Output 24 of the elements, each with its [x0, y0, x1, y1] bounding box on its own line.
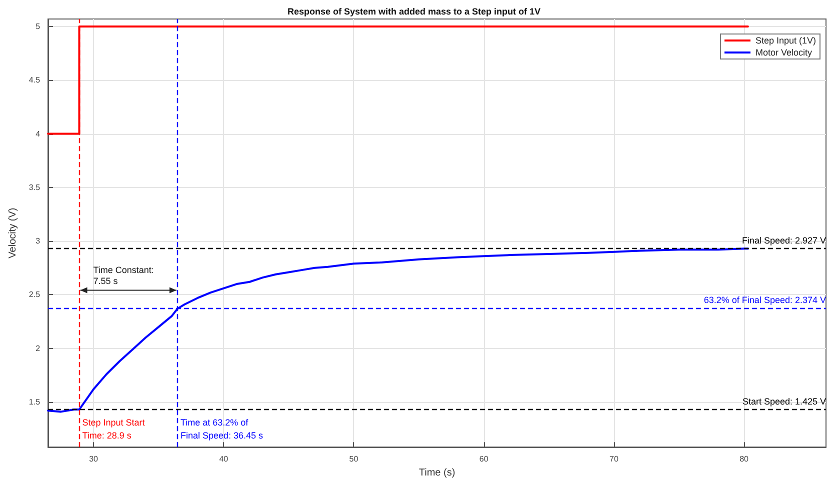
x-tick-label: 30 — [89, 454, 99, 464]
y-tick-label: 4 — [36, 129, 41, 138]
y-axis-title: Velocity (V) — [8, 208, 18, 258]
y-tick-label: 4.5 — [28, 76, 41, 85]
chart-title: Response of System with added mass to a Step input of 1V — [287, 6, 541, 16]
x-tick-label: 40 — [219, 454, 229, 464]
legend-label: Step Input (1V) — [755, 36, 816, 46]
x-tick-label: 60 — [479, 454, 489, 464]
ref-line-label: Step Input Start Time: 28.9 s — [82, 418, 146, 441]
y-tick-label: 2.5 — [28, 290, 41, 300]
x-tick-label: 70 — [609, 454, 619, 464]
ref-line-label: Start Speed: 1.425 V — [742, 396, 826, 407]
x-axis-title: Time (s) — [418, 468, 456, 478]
legend-label: Motor Velocity — [755, 48, 812, 58]
annotation: Time Constant: 7.55 s — [93, 264, 154, 286]
ref-line-label: Final Speed: 2.927 V — [742, 235, 826, 246]
x-tick-label: 80 — [740, 454, 750, 464]
x-tick-label: 50 — [349, 454, 359, 464]
y-tick-label: 1.5 — [28, 398, 41, 407]
y-tick-label: 3.5 — [28, 182, 41, 192]
y-tick-label: 3 — [36, 236, 41, 246]
ref-line-label: Time at 63.2% of Final Speed: 36.45 s — [180, 418, 264, 441]
y-tick-label: 2 — [36, 344, 41, 353]
y-tick-label: 5 — [36, 22, 41, 32]
